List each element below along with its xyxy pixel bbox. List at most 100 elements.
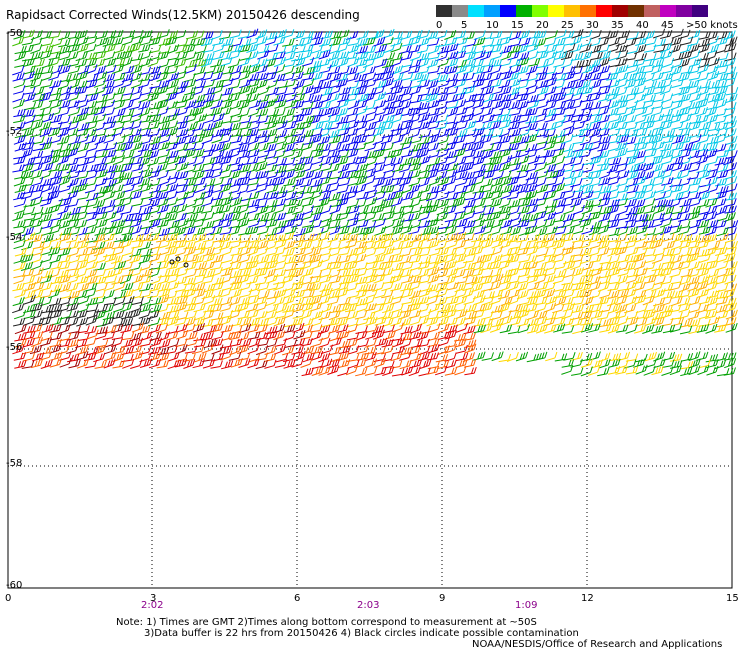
wind-barb [508, 128, 522, 138]
wind-barb [382, 28, 395, 39]
wind-barb [481, 86, 495, 96]
wind-barb [563, 156, 576, 166]
wind-barb [687, 288, 700, 298]
wind-barb [417, 73, 430, 83]
wind-barb [364, 141, 377, 152]
wind-barb [311, 206, 324, 216]
wind-barb [707, 57, 720, 67]
wind-barb [130, 290, 143, 300]
wind-barb [588, 177, 602, 187]
wind-barb [148, 204, 161, 215]
wind-barb [462, 171, 476, 180]
wind-barb [390, 282, 403, 292]
wind-barb [597, 44, 610, 53]
wind-barb [355, 65, 368, 76]
wind-barb [491, 238, 504, 249]
wind-barb [354, 86, 367, 96]
wind-barb [363, 169, 376, 179]
wind-barb [669, 36, 683, 46]
wind-barb [652, 212, 665, 221]
wind-barb [131, 273, 144, 284]
wind-barb [293, 247, 306, 256]
wind-barb [599, 288, 612, 299]
wind-barb [85, 30, 98, 40]
wind-barb [562, 87, 576, 96]
wind-barb [274, 288, 287, 299]
wind-barb [264, 233, 278, 242]
wind-barb [652, 304, 665, 314]
wind-barb [148, 135, 162, 145]
wind-barb [687, 107, 701, 116]
wind-barb [507, 51, 520, 61]
wind-barb [480, 100, 493, 110]
wind-barb [320, 107, 333, 117]
wind-barb [320, 30, 333, 40]
wind-barb [372, 303, 385, 314]
wind-barb [437, 65, 450, 75]
wind-barb [534, 288, 547, 299]
wind-barb [507, 71, 520, 82]
wind-barb [463, 156, 476, 165]
wind-barb [507, 142, 520, 151]
wind-barb [508, 30, 522, 41]
wind-barb [346, 218, 359, 228]
wind-barb [68, 115, 81, 125]
wind-barb [607, 176, 620, 186]
wind-barb [282, 108, 296, 118]
wind-barb [328, 135, 342, 144]
wind-barb [453, 92, 466, 102]
wind-barb [210, 266, 223, 277]
wind-barb [13, 121, 26, 131]
wind-barb [94, 134, 107, 145]
wind-barb [147, 289, 160, 299]
wind-barb [282, 157, 296, 166]
wind-barb [706, 44, 720, 54]
wind-barb [30, 156, 43, 166]
wind-barb [14, 59, 27, 68]
wind-barb [103, 120, 116, 130]
wind-barb [390, 197, 403, 207]
wind-barb [679, 198, 692, 208]
wind-barb [328, 149, 341, 158]
wind-barb [535, 219, 548, 230]
wind-barb [203, 253, 216, 263]
wind-barb [426, 30, 439, 40]
wind-barb [229, 114, 243, 123]
wind-barb [328, 255, 342, 264]
wind-barb [624, 79, 637, 89]
wind-barb [534, 254, 547, 264]
wind-barb [489, 59, 503, 68]
wind-barb [536, 247, 549, 257]
wind-barb [210, 71, 223, 82]
wind-barb [517, 308, 530, 319]
wind-barb [644, 80, 658, 90]
wind-barb [292, 79, 305, 90]
wind-barb [30, 128, 43, 138]
wind-barb [464, 45, 477, 55]
wind-barb [194, 113, 208, 123]
wind-barb [597, 281, 610, 292]
wind-barb [616, 94, 629, 103]
wind-barb [671, 261, 684, 271]
wind-barb [580, 142, 594, 151]
wind-barb [436, 211, 449, 222]
wind-barbs [12, 28, 739, 377]
wind-barb [408, 212, 421, 222]
wind-barb [508, 212, 521, 223]
wind-barb [101, 316, 115, 327]
wind-barb [500, 268, 513, 279]
wind-barb [284, 198, 298, 207]
wind-barb [175, 296, 188, 305]
wind-barb [192, 317, 206, 327]
wind-barb [23, 114, 36, 125]
wind-barb [391, 99, 405, 109]
wind-barb [120, 50, 133, 60]
wind-barb [156, 71, 169, 82]
wind-barb [221, 77, 234, 88]
wind-barb [39, 136, 53, 146]
wind-barb [427, 266, 440, 277]
wind-barb [544, 204, 557, 215]
wind-barb [140, 268, 153, 278]
wind-barb [607, 204, 620, 215]
wind-barb [543, 261, 556, 272]
